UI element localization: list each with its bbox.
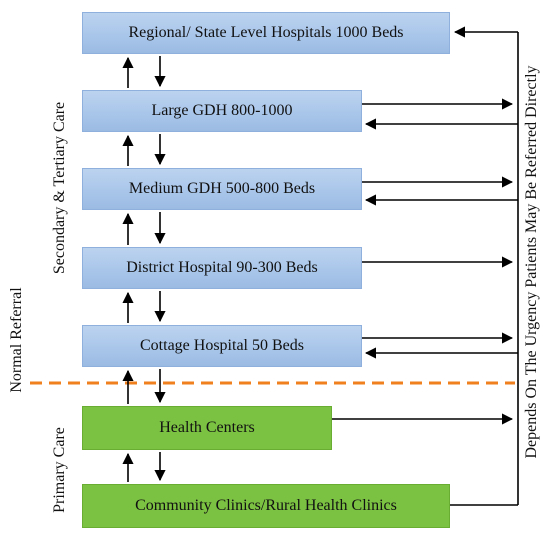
health-centers-box: Health Centers (82, 406, 332, 450)
cottage-hospital-box: Cottage Hospital 50 Beds (82, 325, 362, 367)
health-centers-label: Health Centers (159, 419, 255, 436)
district-hospital-box: District Hospital 90-300 Beds (82, 247, 362, 289)
district-hospital-label: District Hospital 90-300 Beds (126, 259, 318, 276)
regional-hospital-label: Regional/ State Level Hospitals 1000 Bed… (128, 24, 404, 41)
cottage-hospital-label: Cottage Hospital 50 Beds (140, 337, 304, 354)
medium-gdh-label: Medium GDH 500-800 Beds (128, 180, 316, 197)
medium-gdh-box: Medium GDH 500-800 Beds (82, 168, 362, 210)
community-clinics-label: Community Clinics/Rural Health Clinics (135, 497, 397, 514)
large-gdh-label: Large GDH 800-1000 (151, 102, 293, 119)
community-clinics-box: Community Clinics/Rural Health Clinics (82, 484, 450, 528)
regional-hospital-box: Regional/ State Level Hospitals 1000 Bed… (82, 12, 450, 54)
large-gdh-box: Large GDH 800-1000 (82, 90, 362, 132)
